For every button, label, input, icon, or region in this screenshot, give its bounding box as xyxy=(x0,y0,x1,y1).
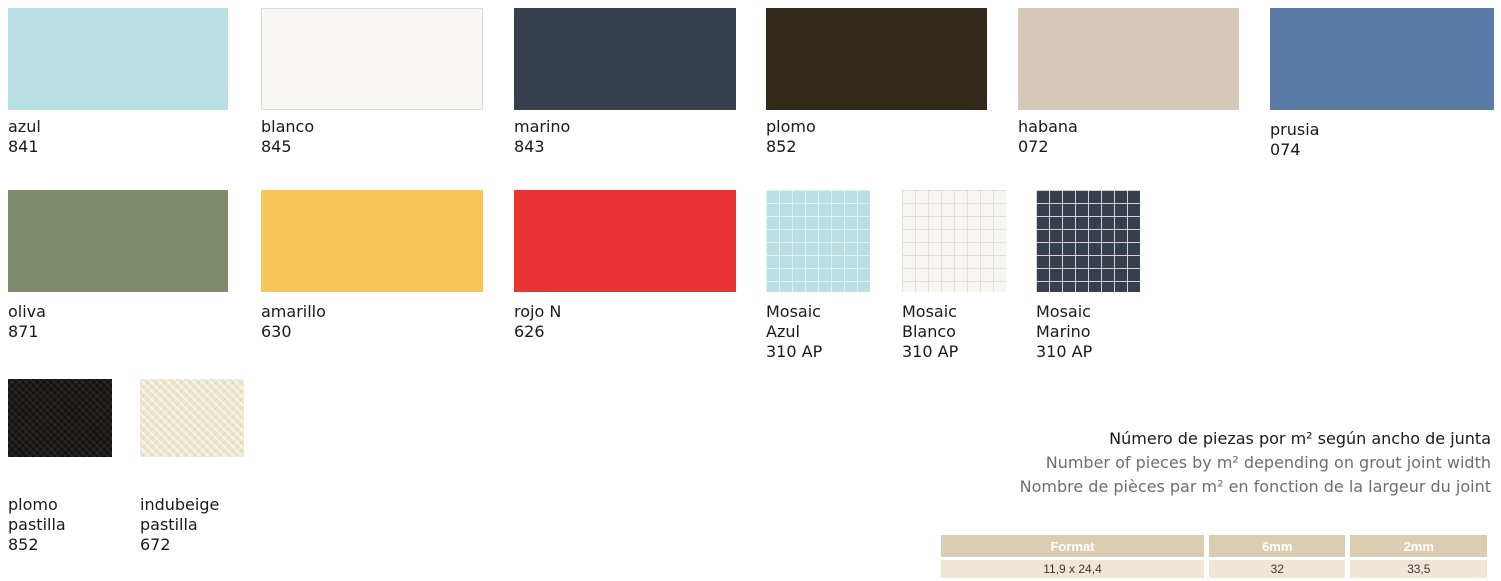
table-cell-2mm: 33,5 xyxy=(1350,560,1487,578)
info-heading-fr: Nombre de pièces par m² en fonction de l… xyxy=(1019,477,1491,496)
table-header-6mm: 6mm xyxy=(1209,535,1346,557)
table-cell-6mm: 32 xyxy=(1209,560,1346,578)
pastilla-line1: plomo xyxy=(8,495,58,514)
mosaic-line1: Mosaic xyxy=(766,302,821,321)
info-heading-en: Number of pieces by m² depending on grou… xyxy=(1045,453,1491,472)
swatch-name: marino xyxy=(514,117,571,136)
pastilla-plomo-swatch xyxy=(8,379,112,457)
mosaic-line2: Marino xyxy=(1036,322,1091,341)
swatch-name: oliva xyxy=(8,302,46,321)
table-header-row: Format 6mm 2mm xyxy=(941,535,1487,557)
swatch-label-habana: habana 072 xyxy=(1018,117,1078,157)
swatch-rojo xyxy=(514,190,736,292)
swatch-name: prusia xyxy=(1270,120,1320,139)
swatch-habana xyxy=(1018,8,1239,110)
mosaic-label-azul: Mosaic Azul 310 AP xyxy=(766,302,822,362)
swatch-label-azul: azul 841 xyxy=(8,117,41,157)
mosaic-label-marino: Mosaic Marino 310 AP xyxy=(1036,302,1092,362)
table-header-format: Format xyxy=(941,535,1204,557)
pastilla-label-plomo: plomo pastilla 852 xyxy=(8,495,66,555)
swatch-blanco xyxy=(261,8,483,110)
pastilla-code: 852 xyxy=(8,535,39,554)
swatch-label-amarillo: amarillo 630 xyxy=(261,302,326,342)
swatch-code: 852 xyxy=(766,137,797,156)
swatch-code: 843 xyxy=(514,137,545,156)
swatch-marino xyxy=(514,8,736,110)
swatch-name: amarillo xyxy=(261,302,326,321)
pastilla-code: 672 xyxy=(140,535,171,554)
swatch-name: habana xyxy=(1018,117,1078,136)
swatch-code: 072 xyxy=(1018,137,1049,156)
swatch-name: plomo xyxy=(766,117,816,136)
mosaic-line2: Azul xyxy=(766,322,800,341)
mosaic-code: 310 AP xyxy=(1036,342,1093,361)
swatch-label-blanco: blanco 845 xyxy=(261,117,314,157)
swatch-label-plomo: plomo 852 xyxy=(766,117,816,157)
mosaic-code: 310 AP xyxy=(766,342,823,361)
swatch-code: 074 xyxy=(1270,140,1301,159)
swatch-label-oliva: oliva 871 xyxy=(8,302,46,342)
table-header-2mm: 2mm xyxy=(1350,535,1487,557)
swatch-code: 871 xyxy=(8,322,39,341)
info-heading-es: Número de piezas por m² según ancho de j… xyxy=(1109,429,1491,448)
pastilla-line2: pastilla xyxy=(8,515,66,534)
mosaic-azul-swatch xyxy=(766,190,870,292)
pastilla-line2: pastilla xyxy=(140,515,198,534)
swatch-name: rojo N xyxy=(514,302,562,321)
swatch-name: azul xyxy=(8,117,41,136)
swatch-code: 630 xyxy=(261,322,292,341)
mosaic-line2: Blanco xyxy=(902,322,956,341)
swatch-prusia xyxy=(1270,8,1494,110)
pastilla-line1: indubeige xyxy=(140,495,220,514)
swatch-name: blanco xyxy=(261,117,315,136)
swatch-label-rojo: rojo N 626 xyxy=(514,302,561,342)
table-cell-format: 11,9 x 24,4 xyxy=(941,560,1204,578)
table-row: 11,9 x 24,4 32 33,5 xyxy=(941,560,1487,578)
mosaic-blanco-swatch xyxy=(902,190,1006,292)
swatch-code: 841 xyxy=(8,137,39,156)
mosaic-label-blanco: Mosaic Blanco 310 AP xyxy=(902,302,958,362)
pieces-table: Format 6mm 2mm 11,9 x 24,4 32 33,5 xyxy=(936,532,1492,581)
swatch-azul xyxy=(8,8,228,110)
mosaic-line1: Mosaic xyxy=(1036,302,1091,321)
swatch-oliva xyxy=(8,190,228,292)
swatch-code: 626 xyxy=(514,322,545,341)
mosaic-marino-swatch xyxy=(1036,190,1140,292)
swatch-amarillo xyxy=(261,190,483,292)
mosaic-line1: Mosaic xyxy=(902,302,957,321)
pastilla-indubeige-swatch xyxy=(140,379,244,457)
swatch-label-prusia: prusia 074 xyxy=(1270,120,1319,160)
mosaic-code: 310 AP xyxy=(902,342,959,361)
swatch-plomo xyxy=(766,8,987,110)
swatch-label-marino: marino 843 xyxy=(514,117,570,157)
pastilla-label-indubeige: indubeige pastilla 672 xyxy=(140,495,219,555)
swatch-code: 845 xyxy=(261,137,292,156)
